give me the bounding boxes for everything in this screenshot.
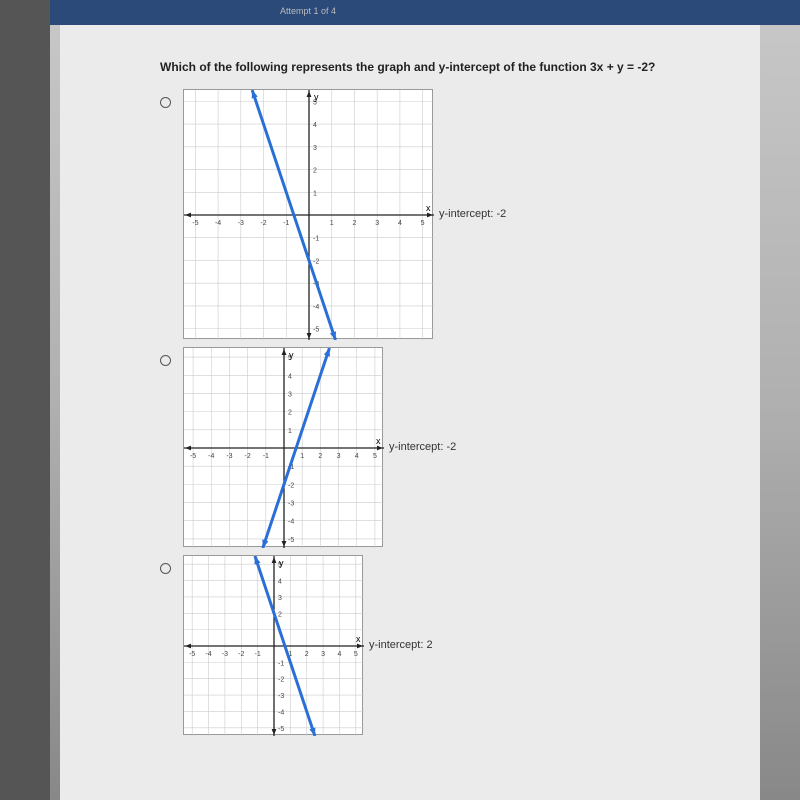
- svg-text:2: 2: [313, 168, 317, 175]
- option-1[interactable]: -5-5-4-4-3-3-2-2-1-11122334455yx y-inter…: [160, 89, 760, 339]
- svg-text:-2: -2: [260, 220, 266, 227]
- svg-text:1: 1: [300, 453, 304, 460]
- svg-text:-3: -3: [238, 220, 244, 227]
- page-content: Which of the following represents the gr…: [60, 25, 760, 800]
- svg-text:-2: -2: [245, 453, 251, 460]
- svg-text:y: y: [279, 558, 284, 568]
- radio-icon[interactable]: [160, 563, 171, 574]
- svg-text:x: x: [426, 203, 431, 213]
- svg-text:x: x: [376, 436, 381, 446]
- graph-wrap-2: -5-5-4-4-3-3-2-2-1-11122334455yx y-inter…: [183, 347, 456, 547]
- svg-text:-2: -2: [313, 258, 319, 265]
- browser-left-edge: [0, 0, 50, 800]
- svg-text:-1: -1: [255, 651, 261, 658]
- attempt-text: Attempt 1 of 4: [280, 6, 336, 16]
- svg-text:4: 4: [288, 373, 292, 380]
- svg-text:-1: -1: [278, 660, 284, 667]
- option-3[interactable]: -5-5-4-4-3-3-2-2-1-11122334455yx y-inter…: [160, 555, 760, 735]
- svg-text:-1: -1: [263, 453, 269, 460]
- svg-text:2: 2: [278, 611, 282, 618]
- svg-text:y: y: [289, 350, 294, 360]
- svg-text:-5: -5: [192, 220, 198, 227]
- intercept-label-1: y-intercept: -2: [439, 208, 506, 220]
- svg-text:5: 5: [421, 220, 425, 227]
- svg-text:-5: -5: [313, 327, 319, 334]
- svg-text:-2: -2: [288, 482, 294, 489]
- graph-wrap-1: -5-5-4-4-3-3-2-2-1-11122334455yx y-inter…: [183, 89, 506, 339]
- svg-text:-2: -2: [238, 651, 244, 658]
- svg-text:5: 5: [354, 651, 358, 658]
- svg-text:4: 4: [278, 579, 282, 586]
- svg-text:3: 3: [337, 453, 341, 460]
- svg-text:-3: -3: [226, 453, 232, 460]
- intercept-label-3: y-intercept: 2: [369, 639, 433, 651]
- svg-text:1: 1: [330, 220, 334, 227]
- svg-text:2: 2: [288, 410, 292, 417]
- svg-text:2: 2: [318, 453, 322, 460]
- svg-text:-3: -3: [222, 651, 228, 658]
- svg-text:3: 3: [278, 595, 282, 602]
- intercept-label-2: y-intercept: -2: [389, 441, 456, 453]
- browser-bar: Attempt 1 of 4: [0, 0, 800, 25]
- question-text: Which of the following represents the gr…: [160, 60, 760, 74]
- svg-text:3: 3: [313, 145, 317, 152]
- svg-text:5: 5: [373, 453, 377, 460]
- svg-text:x: x: [356, 634, 361, 644]
- radio-icon[interactable]: [160, 97, 171, 108]
- graph-1: -5-5-4-4-3-3-2-2-1-11122334455yx: [183, 89, 433, 339]
- svg-text:-4: -4: [278, 709, 284, 716]
- svg-text:-2: -2: [278, 677, 284, 684]
- svg-text:-4: -4: [215, 220, 221, 227]
- svg-text:4: 4: [313, 122, 317, 129]
- svg-text:-5: -5: [189, 651, 195, 658]
- svg-text:3: 3: [375, 220, 379, 227]
- svg-text:2: 2: [353, 220, 357, 227]
- svg-text:-1: -1: [283, 220, 289, 227]
- graph-3: -5-5-4-4-3-3-2-2-1-11122334455yx: [183, 555, 363, 735]
- svg-text:-5: -5: [288, 537, 294, 544]
- svg-text:-4: -4: [205, 651, 211, 658]
- svg-text:y: y: [314, 92, 319, 102]
- svg-text:1: 1: [288, 428, 292, 435]
- svg-text:3: 3: [321, 651, 325, 658]
- svg-text:3: 3: [288, 391, 292, 398]
- svg-text:4: 4: [398, 220, 402, 227]
- svg-text:1: 1: [313, 190, 317, 197]
- svg-text:-5: -5: [190, 453, 196, 460]
- svg-text:-1: -1: [313, 236, 319, 243]
- svg-text:-4: -4: [313, 304, 319, 311]
- svg-text:-5: -5: [278, 726, 284, 733]
- svg-text:2: 2: [305, 651, 309, 658]
- svg-text:4: 4: [338, 651, 342, 658]
- svg-text:-4: -4: [288, 519, 294, 526]
- graph-2: -5-5-4-4-3-3-2-2-1-11122334455yx: [183, 347, 383, 547]
- svg-text:-4: -4: [208, 453, 214, 460]
- option-2[interactable]: -5-5-4-4-3-3-2-2-1-11122334455yx y-inter…: [160, 347, 760, 547]
- graph-wrap-3: -5-5-4-4-3-3-2-2-1-11122334455yx y-inter…: [183, 555, 433, 735]
- radio-icon[interactable]: [160, 355, 171, 366]
- svg-text:-3: -3: [288, 501, 294, 508]
- svg-text:-3: -3: [278, 693, 284, 700]
- svg-text:4: 4: [355, 453, 359, 460]
